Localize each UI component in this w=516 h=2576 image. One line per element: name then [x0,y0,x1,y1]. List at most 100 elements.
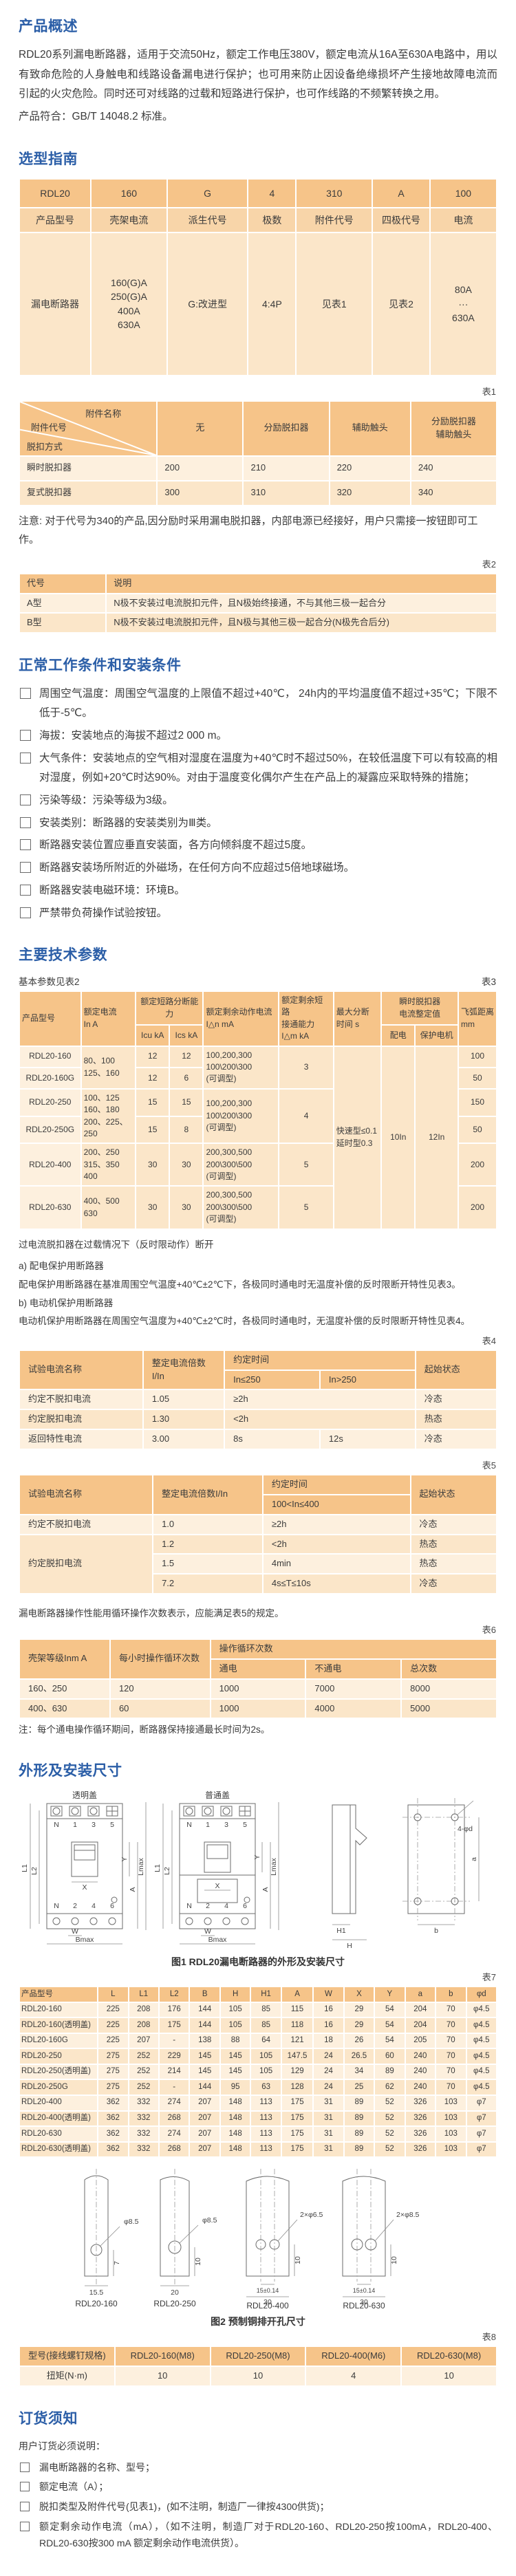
table-cell: RDL20-400 [20,1144,80,1186]
dim-label-Y: Y [253,1855,261,1860]
table-cell: 极数 [248,208,296,232]
table-cell: X [344,1987,374,2002]
table-cell: 362 [98,2111,128,2126]
table-cell: 310 [244,481,329,505]
table-cell: A型 [20,594,106,613]
table-cell: 5000 [402,1699,496,1718]
table-cell: 240 [405,2049,436,2064]
table-cell: φd [466,1987,496,2002]
table-cell: 12 [136,1046,169,1067]
tripping-note-line: b) 电动机保护用断路器 [19,1297,114,1308]
table-cell: 362 [98,2142,128,2157]
table-cell: 204 [405,2002,436,2017]
table-cell: 400、630 [20,1699,109,1718]
table-cell: 85 [251,2018,281,2033]
condition-text: 断路器安装场所附近的外磁场，在任何方向不应超过5倍地球磁场。 [39,862,355,874]
table-cell: 1.0 [153,1515,262,1534]
dim-label-Bmax: Bmax [76,1936,95,1944]
table-cell: 代号 [20,574,106,593]
table-cell: 62 [375,2080,405,2095]
operation-cycles-table: 壳架等级Inm A 每小时操作循环次数 操作循环次数 通电 不通电 总次数 160、250 1… [19,1638,497,1719]
table4-tag: 表4 [482,1335,496,1346]
ordering-text: 脱扣类型及附件代号(见表1)，(如不注明，制造厂一律按4300供货)； [39,2501,330,2513]
table-cell: 约定不脱扣电流 [20,1515,153,1534]
terminal-label: 3 [224,1821,228,1829]
table-cell: 约定脱扣电流 [20,1535,153,1594]
condition-text: 安装类别：断路器的安装类别为Ⅲ类。 [39,816,217,829]
table-cell: 332 [129,2111,158,2126]
table-cell: 70 [436,2049,466,2064]
table-cell: ≥2h [263,1515,410,1534]
table-cell: 85 [251,2002,281,2017]
table-cell: ≥2h [225,1390,415,1409]
dim-label-holes: 4-φd [458,1825,473,1833]
table-cell: 52 [375,2095,405,2110]
table-cell: 5 [279,1144,333,1186]
table-cell: RDL20-400 [20,2095,98,2110]
table-cell: <2h [263,1535,410,1554]
table-cell: 103 [436,2111,466,2126]
table-cell: 207 [129,2033,158,2048]
section-title-overview: 产品概述 [19,19,78,34]
tech-intro-row: 基本参数见表2 表3 [19,974,496,988]
table-cell: 268 [160,2142,189,2157]
table-cell: 89 [344,2095,374,2110]
table-cell: 26.5 [344,2049,374,2064]
table-cell: 100 [430,179,496,207]
table-cell: 壳架等级Inm A [20,1640,109,1678]
table-cell: W [314,1987,343,2002]
width-label: 20 [171,2288,179,2297]
table-cell: φ4.5 [466,2002,496,2017]
table-cell: 200 [459,1187,496,1229]
table-cell: 1000 [211,1699,305,1718]
table-cell: 128 [281,2080,313,2095]
table-cell: 配电 [382,1026,415,1046]
dim-label-A: A [129,1887,137,1892]
table-cell: 7.2 [153,1574,262,1594]
table2-tag: 表2 [482,559,496,570]
table-cell: 160 [92,179,166,207]
table-cell: 31 [314,2111,343,2126]
dim-label-L1: L1 [21,1864,29,1872]
dim-label-H1: H1 [336,1927,346,1935]
table-cell: 4 [306,2366,401,2385]
table-cell: 207 [190,2111,219,2126]
table-cell: 试验电流名称 [20,1350,142,1389]
accessory-note: 注意: 对于代号为340的产品,因分励时采用漏电脱扣器，内部电源已经接好，用户只… [19,515,478,545]
table-cell: 10 [211,2366,305,2385]
table-cell: 332 [129,2142,158,2157]
hole-dia-label: φ8.5 [124,2218,139,2226]
table-cell: 24 [314,2064,343,2079]
checkbox-square-icon [20,730,31,741]
busbar-400: 2×φ6.5 10 15±0.14 30 RDL20-400 [246,2169,323,2306]
table-cell: 103 [436,2095,466,2110]
table-cell: 148 [220,2127,250,2141]
table-cell: 362 [98,2095,128,2110]
table-cell: 332 [129,2095,158,2110]
dim-label-Lmax: Lmax [137,1858,145,1876]
section-title-conditions: 正常工作条件和安装条件 [19,658,182,674]
width-label: 30 [264,2298,272,2306]
table-cell: RDL20-250(M8) [211,2347,305,2366]
table-cell: 冷态 [411,1574,496,1594]
busbar-model-label: RDL20-630 [343,2301,385,2309]
table-cell: 144 [190,2080,219,2095]
table-cell: 最大分断 时间 s [334,992,381,1046]
table-cell: 不通电 [306,1659,401,1678]
table-cell: 型号(接线螺钉规格) [20,2347,114,2366]
table-cell: 见表1 [297,232,372,375]
overview-paragraph: RDL20系列漏电断路器，适用于交流50Hz，额定工作电压380V，额定电流从1… [19,49,497,100]
table-cell: 160(G)A 250(G)A 400A 630A [92,232,166,375]
pitch-label: 15±0.14 [257,2287,279,2294]
table-cell: 约定脱扣电流 [20,1410,142,1429]
side-view: H1 H [332,1804,367,1949]
table-cell: Y [375,1987,405,2002]
table-cell: 见表2 [373,232,429,375]
table-cell: 115 [281,2002,313,2017]
table-cell: 200,300,500 200\300\500 (可调型) [204,1187,279,1229]
table-cell: 80A ··· 630A [430,232,496,375]
table-cell: 100、125 160、180 200、225、 250 [81,1089,136,1143]
table-cell: RDL20-160G [20,2033,98,2048]
busbar-250: φ8.5 10 20 RDL20-250 [153,2169,217,2308]
outline-drawing-figure1: 透明盖 N 1 3 5 N 2 4 6 L1 L2 Y [21,1790,480,1949]
